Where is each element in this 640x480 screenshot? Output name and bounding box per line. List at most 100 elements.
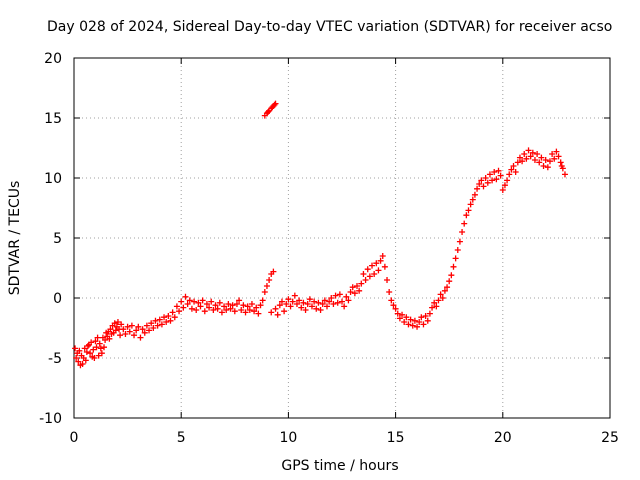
data-point bbox=[551, 155, 558, 162]
data-point bbox=[396, 315, 403, 322]
x-tick-label: 0 bbox=[70, 430, 79, 446]
data-point bbox=[216, 299, 223, 306]
data-point bbox=[422, 313, 429, 319]
data-point bbox=[122, 331, 129, 337]
data-point bbox=[375, 267, 382, 274]
data-point bbox=[358, 280, 365, 287]
data-point bbox=[173, 303, 180, 310]
data-point bbox=[356, 287, 363, 294]
data-point bbox=[255, 310, 262, 317]
data-point bbox=[298, 304, 305, 311]
data-point bbox=[516, 154, 523, 161]
data-point bbox=[152, 317, 159, 324]
data-point bbox=[88, 339, 95, 346]
data-point bbox=[461, 220, 468, 227]
data-point bbox=[94, 334, 101, 341]
y-axis-label: SDTVAR / TECUs bbox=[7, 181, 23, 296]
data-point bbox=[106, 335, 113, 342]
data-point bbox=[555, 153, 562, 160]
data-point bbox=[289, 298, 296, 305]
data-point bbox=[561, 171, 568, 178]
data-point bbox=[313, 305, 320, 312]
data-point bbox=[450, 263, 457, 270]
data-point bbox=[523, 155, 530, 162]
data-point bbox=[154, 322, 161, 329]
data-point bbox=[403, 314, 410, 321]
data-point bbox=[366, 273, 373, 280]
data-point bbox=[354, 283, 361, 289]
data-point bbox=[454, 247, 461, 253]
data-point bbox=[268, 309, 275, 316]
data-point bbox=[497, 172, 504, 179]
data-point bbox=[91, 355, 98, 361]
data-point bbox=[542, 157, 549, 163]
data-point bbox=[266, 277, 273, 283]
data-point bbox=[386, 289, 393, 295]
data-point bbox=[549, 151, 556, 157]
data-series-sdtvar bbox=[72, 100, 568, 369]
data-point bbox=[478, 177, 485, 184]
data-point bbox=[229, 302, 236, 309]
data-point bbox=[274, 311, 281, 318]
x-tick-labels: 0 5 10 15 20 25 bbox=[70, 430, 619, 446]
data-point bbox=[437, 291, 444, 298]
data-point bbox=[111, 320, 118, 327]
data-point bbox=[321, 297, 328, 304]
data-point bbox=[73, 355, 80, 361]
data-point bbox=[169, 309, 176, 316]
data-point bbox=[343, 293, 350, 300]
data-point bbox=[315, 299, 322, 306]
data-point bbox=[471, 191, 478, 198]
data-point bbox=[236, 297, 243, 304]
data-point bbox=[143, 322, 150, 329]
data-point bbox=[405, 321, 412, 328]
data-point bbox=[141, 329, 148, 336]
data-point bbox=[148, 320, 155, 327]
data-point bbox=[285, 296, 292, 303]
data-point bbox=[225, 301, 232, 307]
data-point bbox=[439, 295, 446, 301]
data-point bbox=[163, 319, 170, 325]
data-point bbox=[420, 321, 427, 328]
data-point bbox=[156, 316, 163, 323]
data-point bbox=[326, 298, 333, 305]
data-point bbox=[221, 303, 228, 310]
data-point bbox=[429, 304, 436, 311]
data-point bbox=[558, 163, 565, 169]
data-point bbox=[463, 212, 470, 219]
data-point bbox=[92, 338, 99, 345]
data-point bbox=[161, 314, 168, 321]
y-tick-label: -5 bbox=[48, 351, 62, 367]
data-point bbox=[253, 304, 260, 311]
data-point bbox=[491, 169, 498, 175]
data-point bbox=[263, 283, 270, 289]
data-point bbox=[452, 255, 459, 262]
data-point bbox=[362, 277, 369, 283]
data-point bbox=[384, 277, 391, 283]
data-point bbox=[347, 289, 354, 295]
data-point bbox=[426, 310, 433, 317]
data-point bbox=[499, 187, 506, 193]
data-point bbox=[210, 307, 217, 313]
data-point bbox=[486, 171, 493, 178]
data-point bbox=[364, 266, 371, 273]
data-point bbox=[95, 352, 102, 359]
data-point bbox=[330, 301, 337, 307]
data-point bbox=[184, 301, 191, 307]
data-point bbox=[317, 307, 324, 313]
data-point bbox=[139, 326, 146, 333]
data-point bbox=[311, 298, 318, 305]
data-point bbox=[416, 319, 423, 325]
data-point bbox=[98, 350, 105, 357]
data-point bbox=[399, 311, 406, 318]
data-point bbox=[300, 299, 307, 306]
data-point bbox=[351, 290, 358, 297]
data-point bbox=[199, 297, 206, 304]
data-point bbox=[120, 326, 127, 333]
data-point bbox=[90, 346, 97, 353]
data-point bbox=[377, 257, 384, 264]
data-point bbox=[227, 305, 234, 312]
data-point bbox=[474, 185, 481, 192]
data-point bbox=[435, 297, 442, 304]
data-point bbox=[248, 301, 255, 307]
